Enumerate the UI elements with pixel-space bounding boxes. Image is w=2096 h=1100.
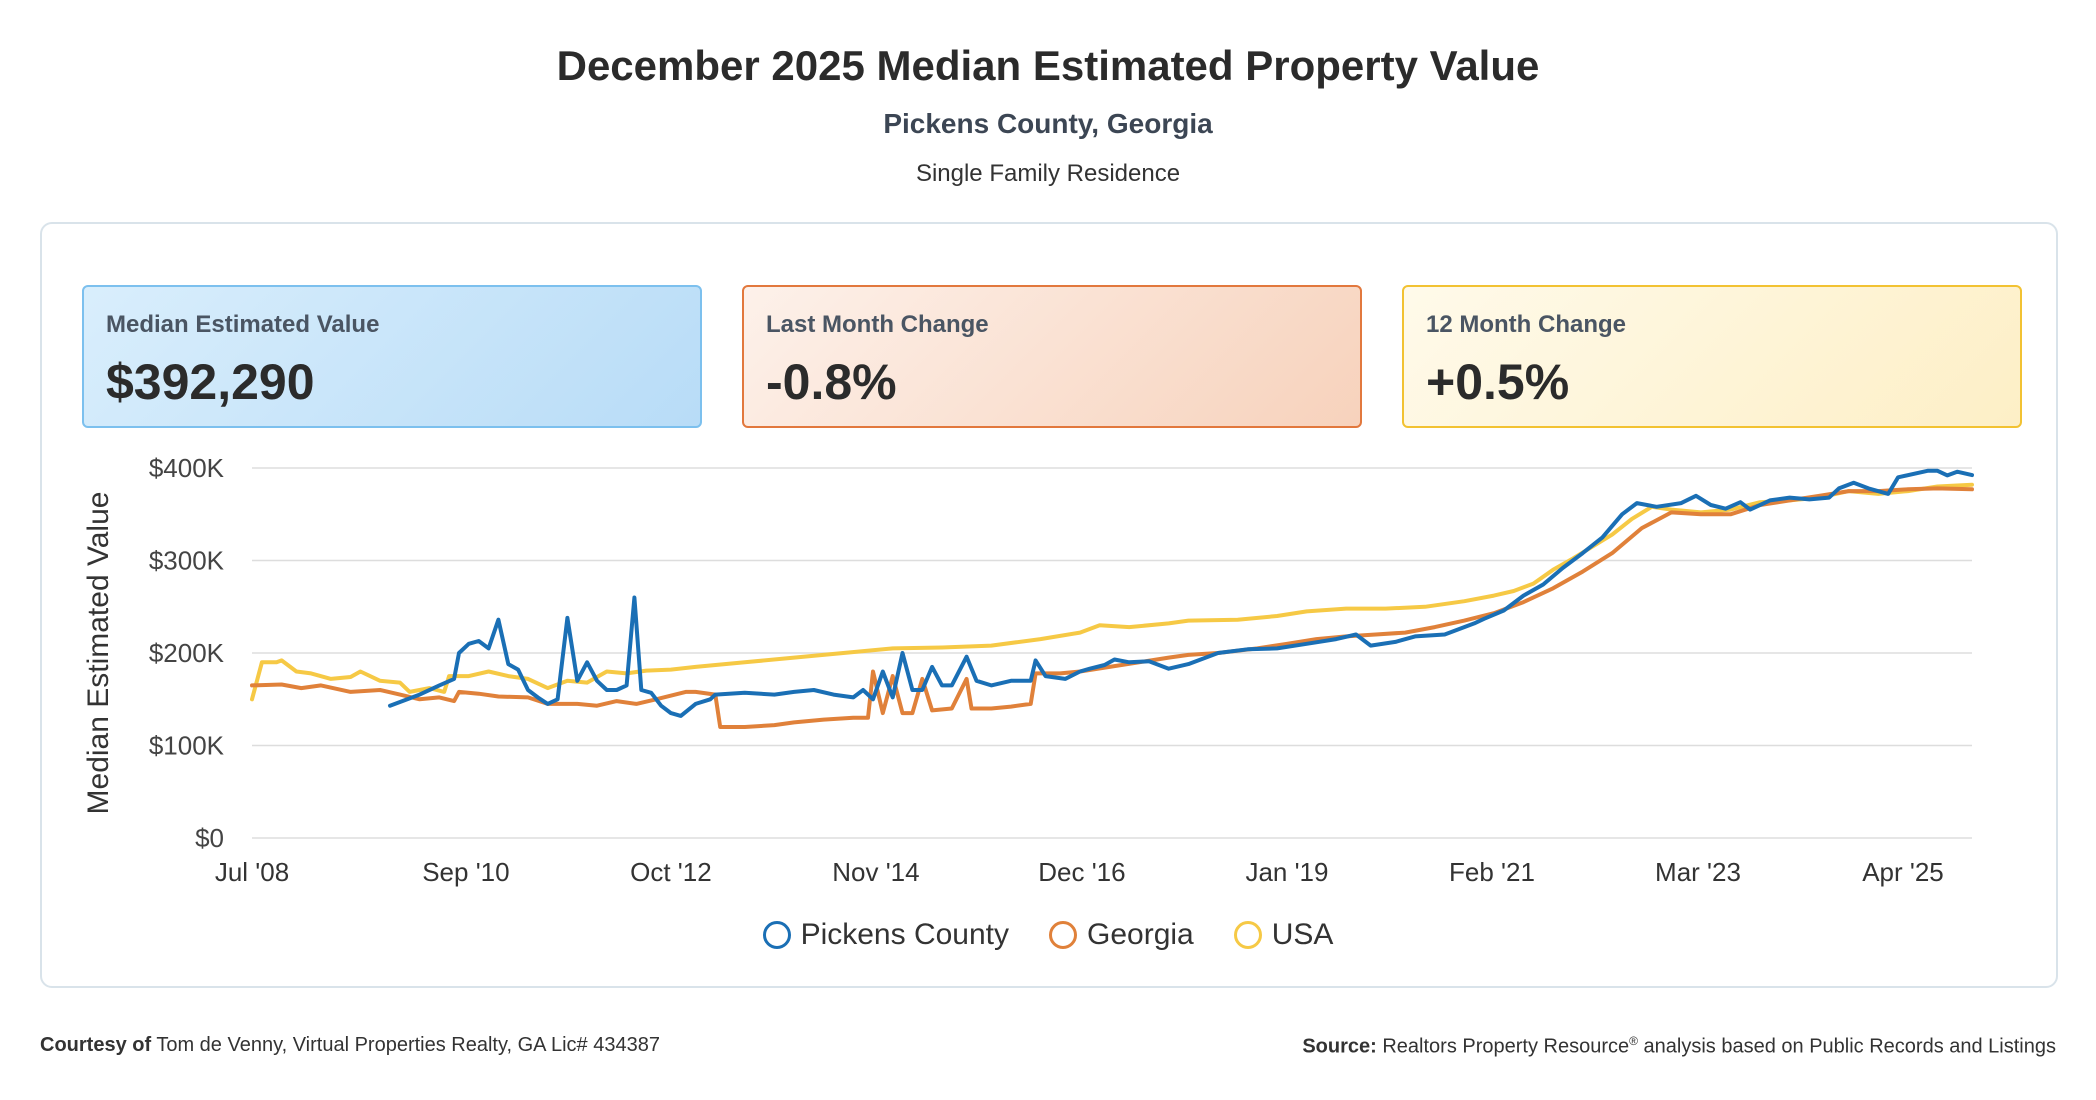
last-month-change-value: -0.8%	[766, 354, 897, 410]
twelve-month-change-label: 12 Month Change	[1426, 311, 1627, 338]
x-tick-label: Feb '21	[1449, 857, 1535, 887]
x-tick-label: Jan '19	[1245, 857, 1328, 887]
legend-item[interactable]: Georgia	[1049, 918, 1194, 952]
y-tick-label: $400K	[149, 453, 225, 483]
chart-legend: Pickens County Georgia USA	[0, 918, 2096, 952]
legend-item[interactable]: USA	[1233, 918, 1334, 952]
y-tick-label: $0	[195, 823, 224, 853]
y-axis-label: Median Estimated Value	[82, 492, 115, 815]
last-month-change-label: Last Month Change	[766, 311, 989, 338]
x-tick-label: Sep '10	[422, 857, 509, 887]
legend-label: USA	[1271, 918, 1334, 951]
x-tick-label: Nov '14	[832, 857, 919, 887]
x-tick-label: Mar '23	[1655, 857, 1741, 887]
y-tick-label: $300K	[149, 546, 225, 576]
median-value: $392,290	[106, 354, 315, 410]
source-label: Source:	[1302, 1035, 1377, 1058]
source-text-1: Realtors Property Resource	[1382, 1035, 1630, 1058]
x-tick-label: Apr '25	[1862, 857, 1944, 887]
y-tick-label: $200K	[149, 638, 225, 668]
median-value-card: Median Estimated Value $392,290	[82, 285, 702, 428]
line-chart: $0 $100K $200K $300K $400K Jul '08 Sep '10 Oct …	[82, 453, 1974, 887]
twelve-month-change-card: 12 Month Change +0.5%	[1402, 285, 2022, 428]
series-line-pickens-county	[388, 468, 1974, 718]
x-tick-label: Oct '12	[630, 857, 712, 887]
x-tick-label: Dec '16	[1038, 857, 1125, 887]
x-tick-label: Jul '08	[215, 857, 289, 887]
y-tick-label: $100K	[149, 731, 225, 761]
legend-swatch-icon	[1233, 921, 1262, 949]
courtesy-text: Tom de Venny, Virtual Properties Realty,…	[156, 1034, 660, 1056]
property-type: Single Family Residence	[915, 160, 1181, 187]
legend-label: Pickens County	[800, 918, 1009, 951]
last-month-change-card: Last Month Change -0.8%	[742, 285, 1362, 428]
series-line-georgia	[250, 486, 1974, 729]
courtesy-label: Courtesy of	[40, 1034, 152, 1056]
legend-item[interactable]: Pickens County	[762, 918, 1009, 952]
source-text-2: analysis based on Public Records and Lis…	[1643, 1035, 2056, 1058]
registered-mark: ®	[1629, 1034, 1638, 1048]
chart-title: December 2025 Median Estimated Property …	[556, 42, 1540, 89]
median-value-label: Median Estimated Value	[106, 311, 380, 338]
legend-swatch-icon	[1049, 921, 1077, 949]
chart-subtitle: Pickens County, Georgia	[883, 108, 1213, 139]
twelve-month-change-value: +0.5%	[1426, 354, 1570, 410]
legend-label: Georgia	[1087, 918, 1194, 951]
legend-swatch-icon	[762, 921, 791, 949]
courtesy-footer: Courtesy of Tom de Venny, Virtual Proper…	[40, 1034, 660, 1057]
source-footer: Source: Realtors Property Resource® anal…	[1302, 1034, 2056, 1059]
